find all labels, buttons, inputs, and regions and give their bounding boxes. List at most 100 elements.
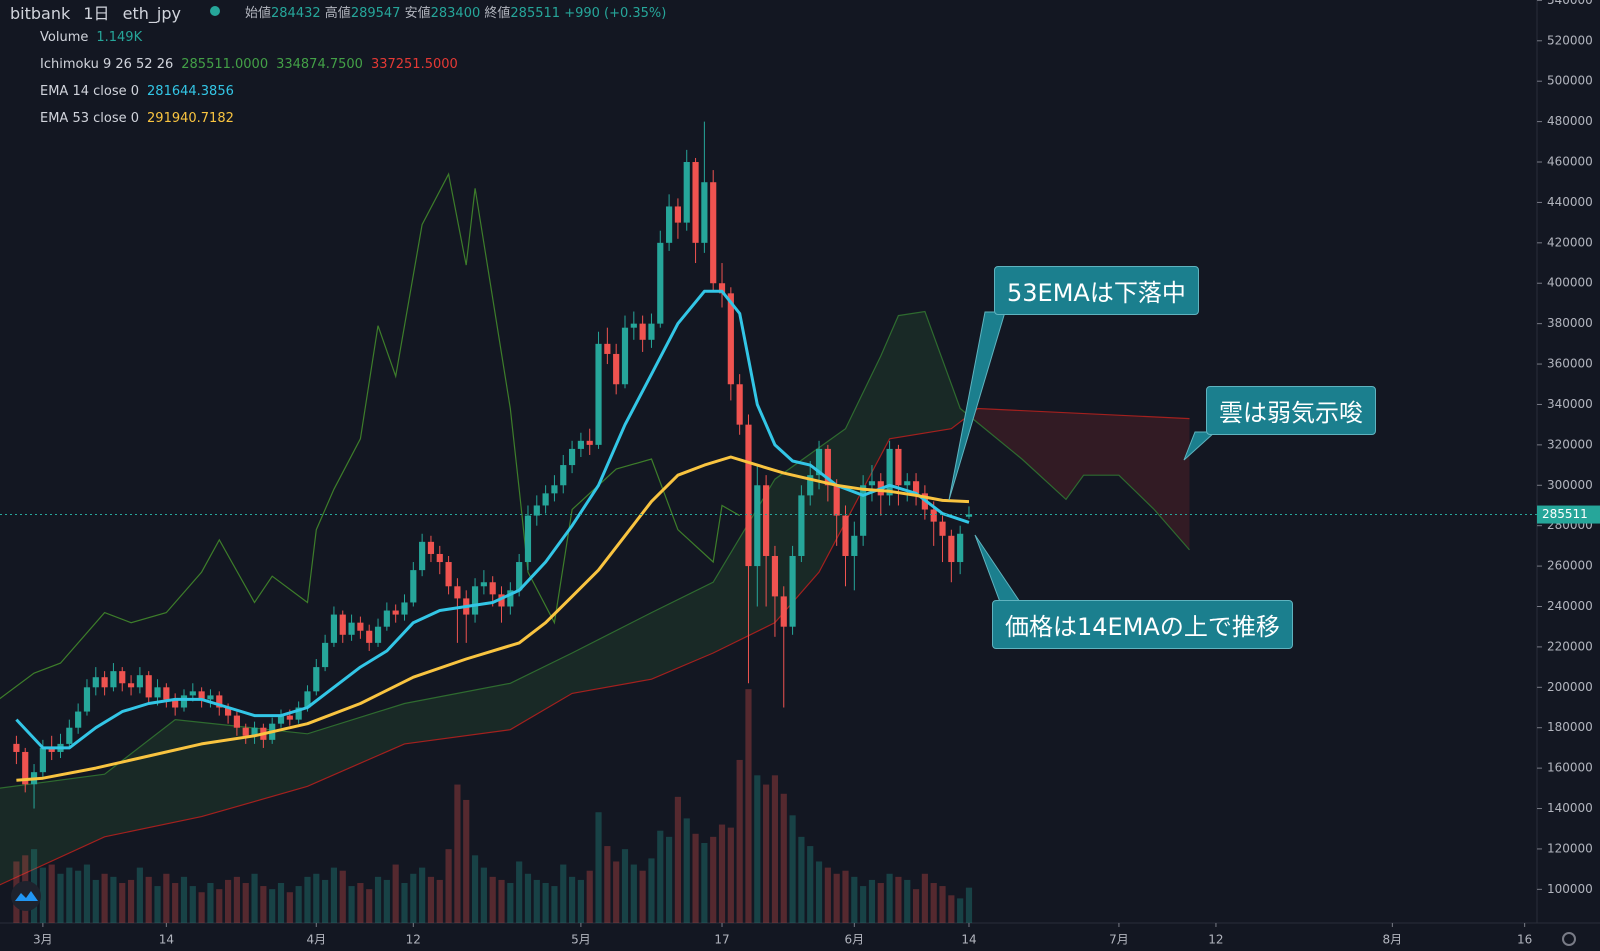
logo[interactable] xyxy=(11,881,41,911)
candle-body xyxy=(560,465,567,486)
candle-body xyxy=(39,747,46,773)
y-tick-label: 200000 xyxy=(1547,680,1593,694)
volume-bar xyxy=(533,879,540,923)
annotation-pointer xyxy=(1183,431,1217,461)
x-tick-label: 4月 xyxy=(306,933,326,947)
legend-value: 1.149K xyxy=(96,30,143,45)
candle-body xyxy=(419,541,426,571)
candle-body xyxy=(577,440,584,449)
candle-body xyxy=(533,505,540,516)
plot-area xyxy=(0,121,1537,923)
candle-body xyxy=(198,691,205,700)
x-tick-label: 14 xyxy=(159,933,174,947)
candle-body xyxy=(454,586,461,599)
y-tick-label: 260000 xyxy=(1547,559,1593,573)
volume-bar xyxy=(251,873,258,923)
ema-line xyxy=(16,455,970,782)
y-tick-label: 100000 xyxy=(1547,882,1593,896)
candle-body xyxy=(101,677,108,688)
volume-bar xyxy=(912,889,920,923)
volume-bar xyxy=(860,886,867,923)
volume-bar xyxy=(436,879,443,923)
candle-body xyxy=(357,622,364,631)
candle-body xyxy=(780,596,787,627)
volume-bar xyxy=(269,889,276,923)
candle-body xyxy=(957,533,964,563)
volume-bar xyxy=(568,876,576,923)
volume-bar xyxy=(904,879,911,923)
y-tick-label: 380000 xyxy=(1547,316,1593,330)
volume-bar xyxy=(701,843,708,923)
volume-bar xyxy=(392,864,399,923)
volume-bar xyxy=(542,883,549,923)
volume-bar xyxy=(313,873,320,923)
volume-bar xyxy=(419,867,426,923)
candle-body xyxy=(295,707,302,720)
volume-bar xyxy=(322,879,329,923)
x-tick-label: 5月 xyxy=(571,933,591,947)
ichimoku-span-a xyxy=(0,310,1190,789)
candle-body xyxy=(48,747,55,752)
volume-bar xyxy=(833,873,840,923)
volume-bar xyxy=(145,876,152,923)
candle-body xyxy=(789,555,796,627)
candle-body xyxy=(930,509,937,522)
candle-body xyxy=(736,384,743,425)
volume-bar xyxy=(454,784,461,923)
legend-name: Ichimoku 9 26 52 26 xyxy=(40,57,174,72)
candle-body xyxy=(172,699,179,708)
candle-body xyxy=(216,695,223,708)
candle-body xyxy=(904,481,911,486)
volume-bar xyxy=(763,784,770,923)
candle-body xyxy=(401,602,408,615)
y-tick-label: 520000 xyxy=(1547,33,1593,47)
status-dot xyxy=(210,6,220,16)
candle-body xyxy=(436,553,443,563)
candle-body xyxy=(392,610,399,615)
candle-body xyxy=(110,671,117,688)
volume-bar xyxy=(339,870,346,923)
volume-bar xyxy=(930,883,937,923)
legend-value: 337251.5000 xyxy=(370,57,458,72)
volume-bar xyxy=(736,759,743,923)
candle-body xyxy=(763,485,770,556)
volume-bar xyxy=(577,879,584,923)
ohlc-value: 283400 xyxy=(430,6,481,21)
candle-body xyxy=(304,691,311,708)
volume-bar xyxy=(57,873,64,923)
candle-body xyxy=(666,206,673,243)
volume-bar xyxy=(154,886,161,923)
candle-body xyxy=(154,687,161,698)
candle-body xyxy=(348,622,355,635)
y-tick-label: 360000 xyxy=(1547,357,1593,371)
candle-body xyxy=(277,715,285,724)
volume-bar xyxy=(718,824,726,923)
candle-body xyxy=(745,424,752,567)
candle-body xyxy=(833,485,840,516)
volume-bar xyxy=(357,883,364,923)
candle-body xyxy=(939,521,946,536)
y-tick-label: 460000 xyxy=(1547,155,1593,169)
y-tick-label: 440000 xyxy=(1547,195,1593,209)
volume-bar xyxy=(401,883,408,923)
candle-body xyxy=(551,485,558,494)
volume-bar xyxy=(471,855,479,923)
candle-body xyxy=(657,242,664,324)
volume-bar xyxy=(851,876,858,923)
volume-bar xyxy=(683,818,690,923)
volume-bar xyxy=(780,793,787,923)
settings-icon[interactable] xyxy=(1562,932,1576,946)
ohlc-value: 284432 xyxy=(271,6,321,21)
volume-bar xyxy=(666,836,673,923)
change: +990 (+0.35%) xyxy=(564,6,667,21)
y-tick-label: 160000 xyxy=(1547,761,1593,775)
volume-bar xyxy=(613,861,620,923)
volume-bar xyxy=(260,886,267,923)
candle-body xyxy=(648,323,655,340)
volume-bar xyxy=(172,883,179,923)
candle-body xyxy=(119,671,126,684)
legend-value: 334874.7500 xyxy=(276,57,363,72)
candle-body xyxy=(604,343,611,354)
candle-body xyxy=(75,711,82,728)
ema-line xyxy=(15,289,970,750)
